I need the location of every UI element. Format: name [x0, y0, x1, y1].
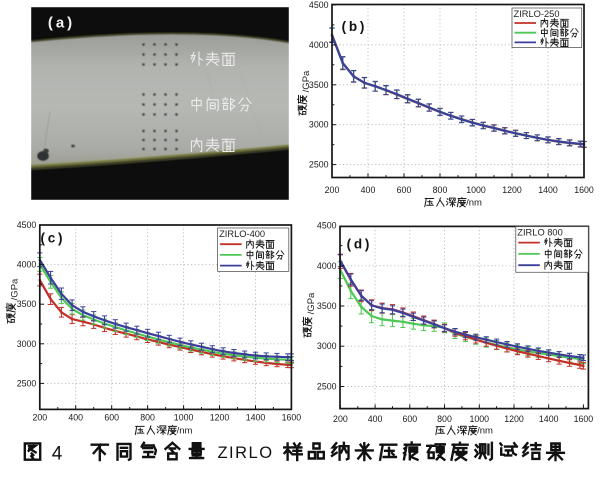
svg-text:4000: 4000	[309, 40, 329, 50]
svg-text:( d ): ( d )	[347, 237, 370, 252]
svg-text:200: 200	[333, 414, 348, 424]
svg-text:200: 200	[32, 413, 47, 423]
svg-text:1600: 1600	[574, 414, 594, 424]
svg-text:2500: 2500	[17, 378, 37, 388]
svg-text:ZIRLO-400: ZIRLO-400	[219, 229, 265, 239]
svg-text:/GPa: /GPa	[301, 70, 312, 92]
svg-text:ZIRLO 800: ZIRLO 800	[517, 227, 562, 237]
svg-text:1400: 1400	[246, 413, 266, 423]
svg-text:800: 800	[433, 185, 448, 195]
svg-text:400: 400	[368, 414, 383, 424]
svg-text:400: 400	[361, 185, 376, 195]
svg-text:1000: 1000	[470, 414, 490, 424]
svg-text:4000: 4000	[317, 261, 337, 271]
svg-text:ZIRLO-250: ZIRLO-250	[514, 9, 560, 19]
svg-text:400: 400	[68, 413, 83, 423]
svg-text:/GPa: /GPa	[306, 292, 317, 314]
svg-text:1000: 1000	[466, 185, 486, 195]
svg-text:200: 200	[325, 185, 340, 195]
svg-text:3500: 3500	[309, 80, 329, 90]
svg-text:600: 600	[402, 414, 417, 424]
svg-text:1400: 1400	[538, 185, 558, 195]
svg-text:600: 600	[397, 185, 412, 195]
svg-text:2500: 2500	[309, 160, 329, 170]
svg-text:3000: 3000	[309, 120, 329, 130]
svg-text:4: 4	[52, 444, 63, 465]
svg-text:600: 600	[104, 413, 119, 423]
svg-text:1200: 1200	[210, 413, 230, 423]
svg-text:( b ): ( b )	[342, 19, 365, 34]
svg-text:1000: 1000	[174, 413, 194, 423]
svg-text:4500: 4500	[17, 220, 37, 230]
svg-text:/GPa: /GPa	[10, 278, 21, 300]
svg-text:/nm: /nm	[177, 425, 193, 436]
svg-text:1600: 1600	[282, 413, 302, 423]
svg-text:3000: 3000	[17, 339, 37, 349]
svg-text:/nm: /nm	[477, 426, 493, 437]
svg-text:800: 800	[140, 413, 155, 423]
svg-text:1400: 1400	[539, 414, 559, 424]
svg-text:800: 800	[437, 414, 452, 424]
svg-text:4000: 4000	[17, 260, 37, 270]
svg-text:3500: 3500	[317, 301, 337, 311]
svg-text:/nm: /nm	[466, 197, 482, 208]
svg-text:1600: 1600	[574, 185, 594, 195]
svg-text:1200: 1200	[502, 185, 522, 195]
svg-text:1200: 1200	[504, 414, 524, 424]
svg-text:4500: 4500	[309, 0, 329, 10]
svg-text:3500: 3500	[17, 299, 37, 309]
svg-text:ZIRLO: ZIRLO	[217, 444, 273, 462]
svg-text:2500: 2500	[317, 382, 337, 392]
svg-text:3000: 3000	[317, 341, 337, 351]
svg-text:( c ): ( c )	[41, 231, 63, 246]
svg-text:( a ): ( a )	[48, 15, 72, 32]
svg-text:4500: 4500	[317, 221, 337, 231]
